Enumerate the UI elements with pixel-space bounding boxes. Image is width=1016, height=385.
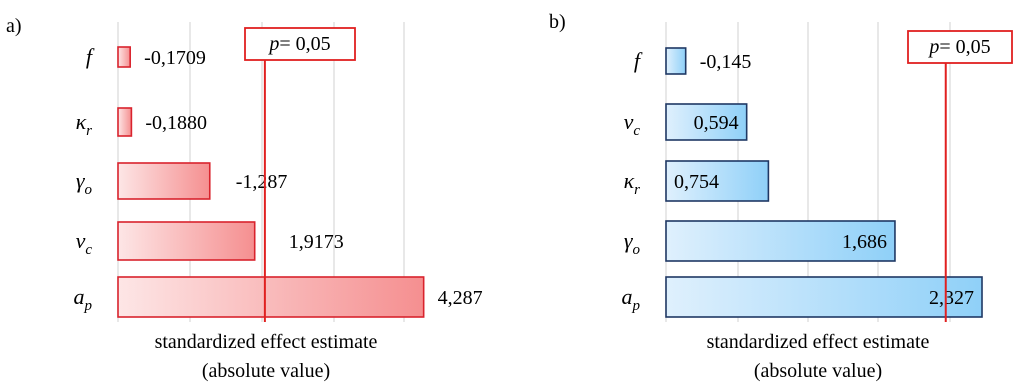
bar xyxy=(117,276,425,318)
bar xyxy=(117,46,131,68)
threshold-label-box xyxy=(907,30,1013,64)
threshold-label-p: p xyxy=(927,36,939,58)
x-axis-label-line2: (absolute value) xyxy=(202,360,330,382)
bar xyxy=(665,276,983,318)
bar xyxy=(665,103,748,141)
category-label-sub: o xyxy=(85,182,93,198)
category-label: vc xyxy=(624,109,641,139)
bar xyxy=(117,162,211,200)
category-label: γo xyxy=(624,228,641,258)
category-label-main: κ xyxy=(624,168,635,193)
category-label-main: a xyxy=(74,284,85,309)
threshold-label: p= 0,05 xyxy=(267,33,330,55)
value-label: -1,287 xyxy=(236,171,288,193)
x-axis-label-line2: (absolute value) xyxy=(754,360,882,382)
bar xyxy=(117,221,256,261)
threshold-label-rest: = 0,05 xyxy=(279,33,330,55)
threshold-label-rest: = 0,05 xyxy=(939,36,990,58)
category-label: ap xyxy=(74,284,93,314)
category-label-main: γ xyxy=(76,168,86,193)
value-label: 1,686 xyxy=(842,231,887,253)
value-label: 1,9173 xyxy=(289,231,344,253)
threshold-label: p= 0,05 xyxy=(927,36,990,58)
value-label: -0,1880 xyxy=(145,112,207,134)
value-label: 2,327 xyxy=(929,287,974,309)
value-label: -0,145 xyxy=(700,51,752,73)
x-axis-label-line1: standardized effect estimate xyxy=(155,331,378,353)
category-label: γo xyxy=(76,168,93,198)
bar xyxy=(117,107,133,137)
bar xyxy=(665,47,687,75)
value-label: -0,1709 xyxy=(144,47,206,69)
category-label-main: f xyxy=(634,48,643,73)
bar xyxy=(665,160,770,202)
panel-label: a) xyxy=(6,15,22,37)
bar xyxy=(665,220,896,262)
category-label: vc xyxy=(76,228,93,258)
category-label-main: κ xyxy=(76,109,87,134)
category-label-sub: r xyxy=(634,182,640,198)
category-label-main: γ xyxy=(624,228,634,253)
x-axis-label-line1: standardized effect estimate xyxy=(707,331,930,353)
category-label-sub: c xyxy=(633,123,640,139)
category-label-main: v xyxy=(624,109,634,134)
category-label: f xyxy=(634,48,643,73)
panel-label: b) xyxy=(549,11,566,33)
category-label-main: v xyxy=(76,228,86,253)
category-label-sub: o xyxy=(633,242,641,258)
category-label-main: f xyxy=(86,44,95,69)
value-label: 0,594 xyxy=(694,112,739,134)
category-label: f xyxy=(86,44,95,69)
category-label: κr xyxy=(76,109,93,139)
threshold-label-box xyxy=(244,27,356,61)
category-label: κr xyxy=(624,168,641,198)
value-label: 4,287 xyxy=(438,287,483,309)
value-label: 0,754 xyxy=(674,171,719,193)
category-label-sub: r xyxy=(86,123,92,139)
category-label-sub: p xyxy=(84,298,93,314)
category-label: ap xyxy=(622,284,641,314)
category-label-sub: c xyxy=(85,242,92,258)
threshold-label-p: p xyxy=(267,33,279,55)
category-label-main: a xyxy=(622,284,633,309)
category-label-sub: p xyxy=(632,298,641,314)
